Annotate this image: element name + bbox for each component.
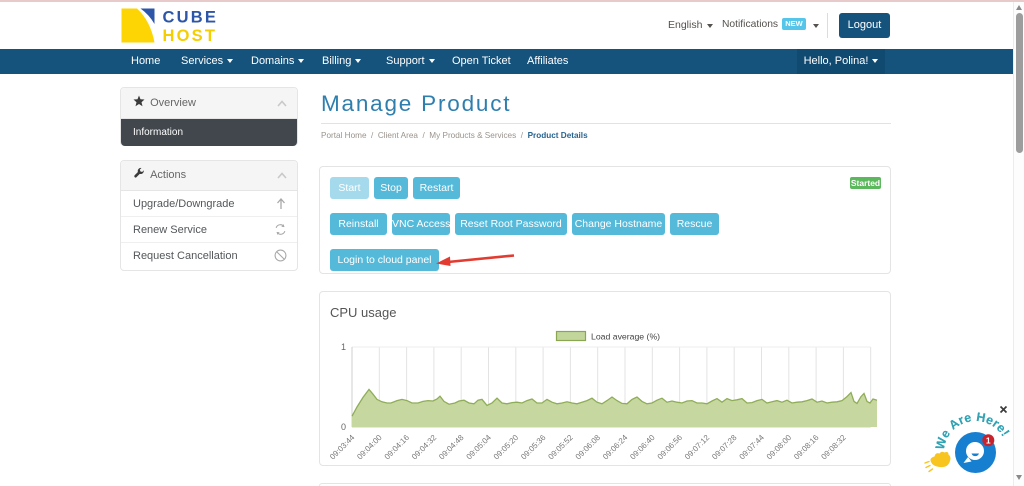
svg-text:09:07:28: 09:07:28 xyxy=(710,433,739,462)
svg-text:09:04:16: 09:04:16 xyxy=(383,433,412,462)
svg-text:09:03:44: 09:03:44 xyxy=(328,433,357,462)
svg-text:1: 1 xyxy=(341,342,346,352)
svg-text:Load average (%): Load average (%) xyxy=(591,332,660,342)
svg-text:09:08:16: 09:08:16 xyxy=(792,433,821,462)
svg-text:09:06:24: 09:06:24 xyxy=(601,433,630,462)
svg-text:09:08:32: 09:08:32 xyxy=(819,433,848,462)
svg-text:HOST: HOST xyxy=(163,27,218,44)
svg-text:CUBE: CUBE xyxy=(163,9,219,27)
svg-text:09:05:52: 09:05:52 xyxy=(546,433,575,462)
svg-text:09:06:40: 09:06:40 xyxy=(628,433,657,462)
svg-text:09:07:12: 09:07:12 xyxy=(683,433,712,462)
svg-text:0: 0 xyxy=(341,422,346,432)
svg-text:09:06:08: 09:06:08 xyxy=(574,433,603,462)
svg-text:09:04:32: 09:04:32 xyxy=(410,433,439,462)
svg-text:09:06:56: 09:06:56 xyxy=(656,433,685,462)
svg-text:09:05:20: 09:05:20 xyxy=(492,433,521,462)
svg-text:09:04:00: 09:04:00 xyxy=(355,433,384,462)
svg-text:1: 1 xyxy=(986,436,991,446)
svg-text:09:04:48: 09:04:48 xyxy=(437,433,466,462)
svg-text:09:08:00: 09:08:00 xyxy=(765,433,794,462)
svg-text:09:05:04: 09:05:04 xyxy=(465,433,494,462)
svg-text:09:07:44: 09:07:44 xyxy=(738,433,767,462)
svg-text:09:05:36: 09:05:36 xyxy=(519,433,548,462)
